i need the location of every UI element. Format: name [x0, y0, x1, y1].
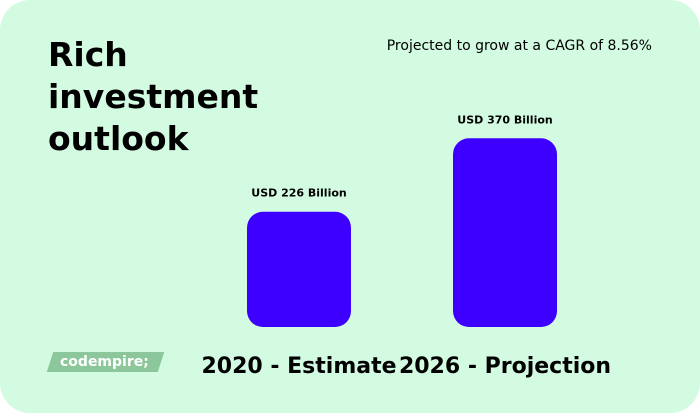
- codempire-logo: codempire;: [46, 352, 165, 372]
- title-line-1: Rich: [48, 35, 128, 74]
- title-line-2: investment: [48, 77, 259, 116]
- bar-1: [453, 138, 557, 327]
- category-label-0: 2020 - Estimate: [201, 354, 396, 379]
- data-label-1: USD 370 Billion: [457, 113, 552, 126]
- title-line-3: outlook: [48, 119, 189, 158]
- category-label-1: 2026 - Projection: [399, 354, 611, 379]
- bar-0: [247, 211, 351, 327]
- cagr-subtitle: Projected to grow at a CAGR of 8.56%: [386, 38, 652, 54]
- logo-text: codempire;: [60, 354, 149, 370]
- page-title: Rich investment outlook: [48, 34, 258, 160]
- data-label-0: USD 226 Billion: [251, 187, 346, 200]
